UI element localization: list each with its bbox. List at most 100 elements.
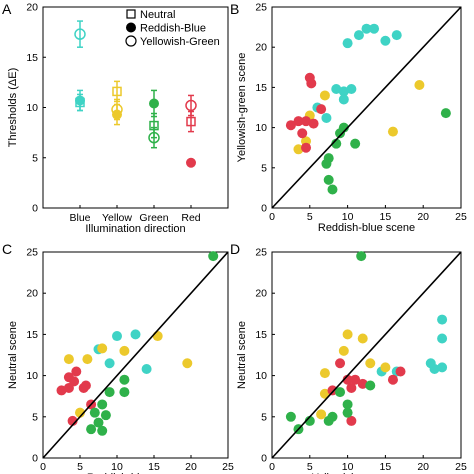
panel-b: B 0 5 10 15 20 25 0 5 10 15 20 25 Reddish-blue scene Y… bbox=[230, 1, 467, 234]
plot-frame bbox=[42, 251, 229, 459]
data-point bbox=[308, 118, 319, 129]
x-tick-label: 25 bbox=[222, 461, 234, 473]
data-point-filled bbox=[75, 95, 85, 106]
data-point bbox=[119, 387, 130, 398]
y-tick-label: 5 bbox=[32, 411, 38, 423]
data-point bbox=[361, 23, 372, 34]
x-tick-label: 25 bbox=[455, 211, 467, 223]
data-point bbox=[104, 358, 115, 369]
legend-marker bbox=[126, 22, 136, 33]
data-point bbox=[414, 79, 425, 90]
data-point bbox=[346, 382, 357, 393]
y-axis-label: Neutral scene bbox=[7, 321, 19, 389]
y-tick-label: 5 bbox=[32, 152, 38, 164]
data-point bbox=[93, 417, 104, 428]
data-point bbox=[353, 30, 364, 41]
x-tick-label: 10 bbox=[342, 211, 354, 223]
x-tick-label: 10 bbox=[342, 461, 354, 473]
data-point-square bbox=[112, 86, 122, 97]
data-point bbox=[380, 35, 391, 46]
data-point-open bbox=[185, 99, 197, 112]
data-point bbox=[327, 184, 338, 195]
y-tick-label: 10 bbox=[255, 122, 267, 134]
panel-letter: D bbox=[230, 241, 240, 257]
data-point bbox=[323, 174, 334, 185]
data-point bbox=[350, 374, 361, 385]
x-tick-label: 15 bbox=[380, 461, 392, 473]
data-point bbox=[335, 387, 346, 398]
data-point bbox=[342, 38, 353, 49]
y-tick-label: 15 bbox=[26, 52, 38, 64]
data-point bbox=[365, 380, 376, 391]
data-point-open bbox=[74, 28, 86, 40]
data-point bbox=[293, 144, 304, 155]
data-point bbox=[119, 374, 130, 385]
data-point bbox=[338, 94, 349, 105]
data-point bbox=[437, 314, 448, 325]
data-point bbox=[387, 374, 398, 385]
data-point bbox=[350, 138, 361, 149]
data-point bbox=[104, 387, 115, 398]
data-point bbox=[346, 415, 357, 426]
y-tick-label: 10 bbox=[26, 102, 38, 114]
identity-line bbox=[42, 251, 229, 459]
x-tick-label: 5 bbox=[307, 211, 313, 223]
y-tick-label: 25 bbox=[26, 247, 38, 259]
data-point bbox=[357, 333, 368, 344]
x-tick-label: 25 bbox=[455, 461, 467, 473]
legend-marker bbox=[125, 35, 137, 47]
y-tick-label: 10 bbox=[26, 370, 38, 382]
data-point bbox=[321, 112, 332, 123]
data-point bbox=[319, 388, 330, 399]
data-point bbox=[440, 108, 451, 119]
data-point bbox=[356, 251, 367, 262]
x-tick-label: 15 bbox=[380, 211, 392, 223]
data-point bbox=[369, 23, 380, 34]
data-point bbox=[380, 362, 391, 373]
legend-label: Yellowish-Green bbox=[140, 36, 220, 48]
y-tick-label: 25 bbox=[255, 2, 267, 14]
plot-frame bbox=[271, 251, 462, 459]
data-point bbox=[80, 380, 91, 391]
y-tick-label: 10 bbox=[255, 370, 267, 382]
data-point bbox=[335, 358, 346, 369]
y-tick-label: 0 bbox=[261, 203, 267, 215]
data-point bbox=[338, 86, 349, 97]
panel-a: A 0 5 10 15 20 Blue Yellow Green Red Neutral Reddis… bbox=[2, 1, 229, 235]
x-tick-label: 5 bbox=[307, 461, 313, 473]
panel-d: D 0 5 10 15 20 25 0 5 10 15 20 25 Yellowish-green sce… bbox=[230, 241, 467, 474]
x-tick-label: 0 bbox=[40, 461, 46, 473]
x-tick-label: 20 bbox=[185, 461, 197, 473]
data-point bbox=[119, 345, 130, 356]
panel-letter: B bbox=[230, 1, 239, 17]
data-point bbox=[357, 378, 368, 389]
legend-label: Reddish-Blue bbox=[140, 23, 206, 35]
data-point bbox=[97, 425, 108, 436]
y-tick-label: 15 bbox=[255, 329, 267, 341]
data-point bbox=[112, 331, 122, 342]
data-point bbox=[285, 120, 296, 131]
y-tick-label: 0 bbox=[261, 453, 267, 465]
data-point bbox=[285, 411, 296, 422]
data-point bbox=[429, 364, 440, 375]
plot-frame bbox=[271, 6, 462, 209]
x-axis-label: Reddish-blue scene bbox=[87, 472, 184, 474]
data-point bbox=[208, 251, 219, 262]
y-tick-label: 15 bbox=[255, 82, 267, 94]
x-tick-label: 0 bbox=[269, 211, 275, 223]
data-point bbox=[100, 410, 111, 421]
data-point bbox=[437, 333, 448, 344]
x-tick-label: 5 bbox=[77, 461, 83, 473]
x-tick-label: 15 bbox=[148, 461, 160, 473]
data-point bbox=[182, 358, 193, 369]
y-tick-label: 20 bbox=[255, 288, 267, 300]
data-point bbox=[342, 329, 353, 340]
data-point bbox=[141, 364, 152, 375]
data-point bbox=[437, 362, 448, 373]
data-point bbox=[304, 72, 315, 83]
y-tick-label: 15 bbox=[26, 329, 38, 341]
identity-line bbox=[271, 251, 462, 459]
data-point bbox=[327, 385, 338, 396]
data-point bbox=[130, 329, 141, 340]
x-tick-label: 20 bbox=[417, 461, 429, 473]
